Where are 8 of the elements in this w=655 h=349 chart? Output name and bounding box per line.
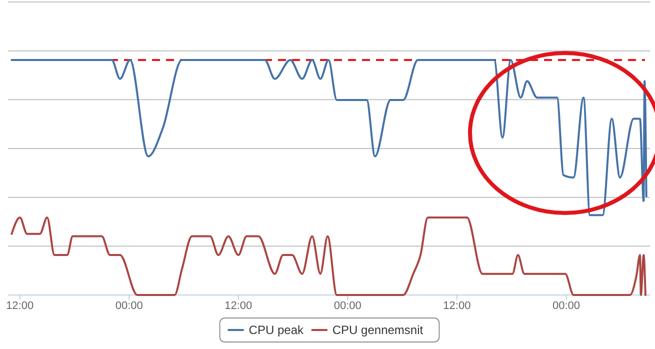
x-tick-label: 00:00 (115, 300, 143, 312)
x-tick-label: 00:00 (552, 300, 580, 312)
x-tick-label: 00:00 (334, 300, 362, 312)
x-tick-label: 12:00 (6, 300, 34, 312)
legend-label: CPU gennemsnit (332, 323, 424, 337)
x-tick-label: 12:00 (443, 300, 471, 312)
legend-label: CPU peak (248, 323, 304, 337)
x-tick-label: 12:00 (224, 300, 252, 312)
